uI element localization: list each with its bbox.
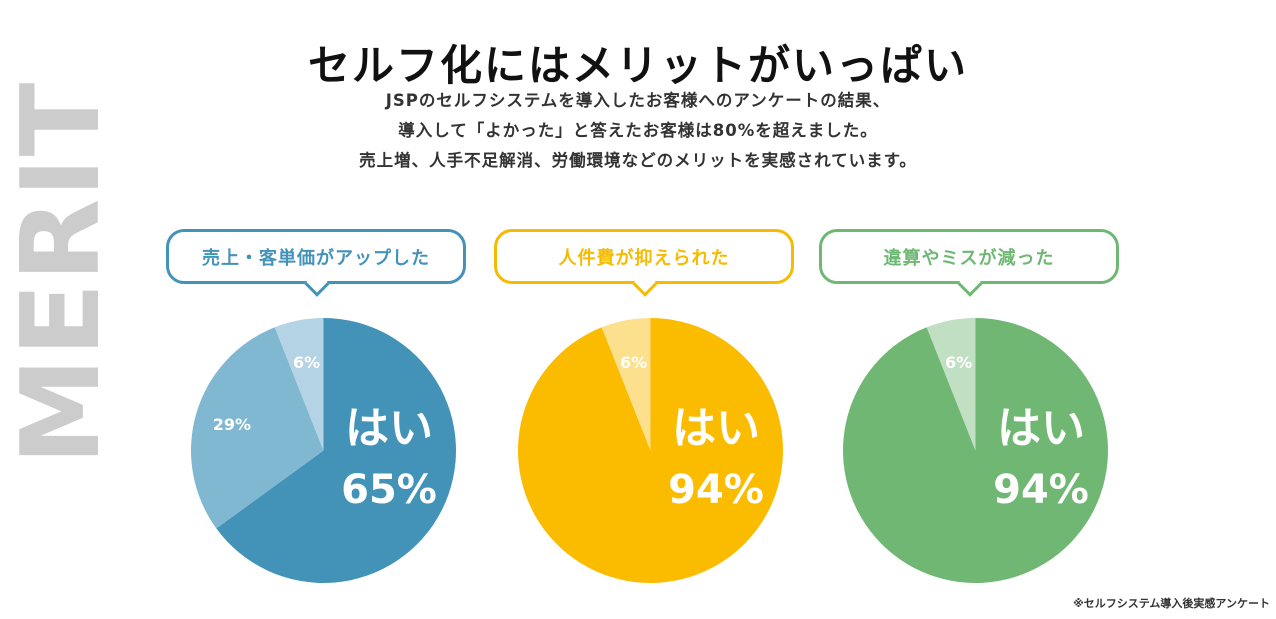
- pie-chart-errors: はい 94% 6%: [843, 318, 1108, 583]
- pie-chart-svg: はい 94% 6%: [518, 318, 783, 583]
- intro-text: JSPのセルフシステムを導入したお客様へのアンケートの結果、 導入して「よかった…: [0, 86, 1276, 176]
- intro-line: 売上増、人手不足解消、労働環境などのメリットを実感されています。: [359, 151, 917, 170]
- chart-title-sales: 売上・客単価がアップした: [202, 247, 430, 269]
- pie-slice-label: 6%: [293, 353, 320, 372]
- chart-title-labor: 人件費が抑えられた: [558, 247, 730, 269]
- pie-label-yes: はい: [997, 403, 1085, 454]
- pie-label-yes: はい: [672, 403, 760, 454]
- pie-chart-labor: はい 94% 6%: [518, 318, 783, 583]
- pie-chart-sales: はい 65% 29% 6%: [191, 318, 456, 583]
- pie-slice-label: 6%: [620, 353, 647, 372]
- pie-slice: [274, 318, 324, 451]
- chart-title-errors: 違算やミスが減った: [883, 247, 1055, 269]
- intro-line: JSPのセルフシステムを導入したお客様へのアンケートの結果、: [385, 91, 891, 110]
- chart-title-bubble-sales: 売上・客単価がアップした: [166, 229, 466, 297]
- chart-title-bubble-errors: 違算やミスが減った: [819, 229, 1119, 297]
- bubble-tail: [957, 271, 983, 297]
- pie-value-yes: 94%: [993, 467, 1089, 513]
- pie-value-yes: 94%: [668, 467, 764, 513]
- pie-slice-yes: [216, 318, 456, 583]
- pie-chart-svg: はい 94% 6%: [843, 318, 1108, 583]
- footnote: ※セルフシステム導入後実感アンケート: [1073, 597, 1270, 610]
- pie-slice: [191, 327, 324, 529]
- pie-label-yes: はい: [345, 403, 433, 454]
- pie-slice: [926, 318, 976, 451]
- bubble-tail: [304, 271, 330, 297]
- chart-title-bubble-labor: 人件費が抑えられた: [494, 229, 794, 297]
- bubble-tail: [632, 271, 658, 297]
- pie-slice: [601, 318, 651, 451]
- pie-slice-label: 6%: [945, 353, 972, 372]
- intro-line: 導入して「よかった」と答えたお客様は80%を超えました。: [398, 121, 878, 140]
- pie-value-yes: 65%: [341, 467, 437, 513]
- page-title: セルフ化にはメリットがいっぱい: [307, 41, 968, 91]
- pie-slice-label: 29%: [213, 415, 251, 434]
- pie-chart-svg: はい 65% 29% 6%: [191, 318, 456, 583]
